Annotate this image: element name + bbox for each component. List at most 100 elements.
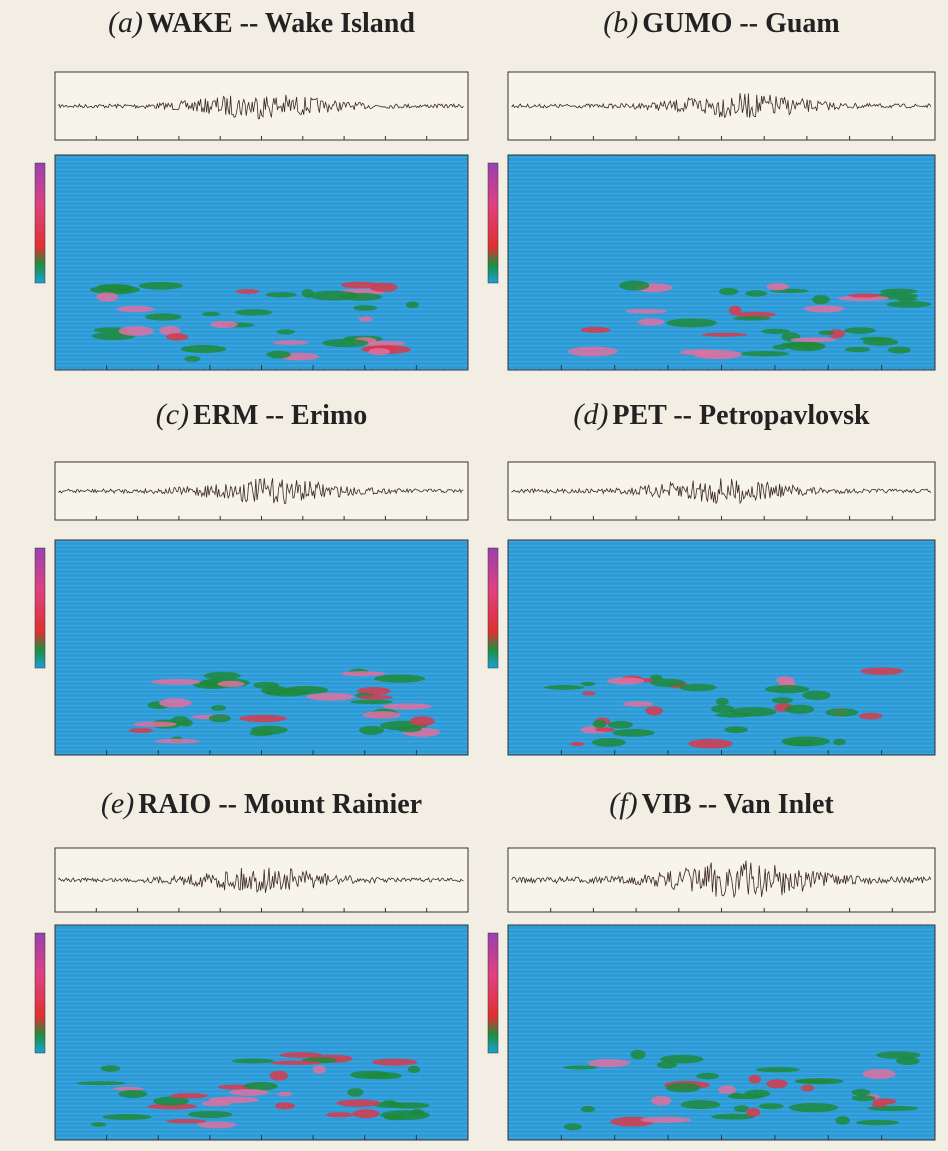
energy-blob xyxy=(347,1088,364,1097)
energy-blob xyxy=(795,1079,832,1084)
waveform xyxy=(58,478,464,504)
energy-blob xyxy=(711,1113,755,1120)
energy-blob xyxy=(776,676,795,684)
spectrogram xyxy=(507,539,936,756)
panel-title: GUMO -- Guam xyxy=(642,8,840,39)
energy-blob xyxy=(591,738,626,747)
energy-blob xyxy=(201,1100,231,1107)
energy-blob xyxy=(744,1089,771,1098)
panel-title: ERM -- Erimo xyxy=(193,400,367,431)
panel: (d) PET -- Petropavlovsk xyxy=(487,398,936,756)
energy-blob xyxy=(563,1065,598,1070)
energy-blob xyxy=(580,326,611,333)
energy-blob xyxy=(688,738,734,749)
energy-blob xyxy=(886,301,932,308)
energy-blob xyxy=(544,685,585,690)
energy-blob xyxy=(155,738,200,744)
energy-blob xyxy=(336,1099,381,1107)
panel-title: PET -- Petropavlovsk xyxy=(612,400,870,431)
panel: (a) WAKE -- Wake Island xyxy=(34,6,469,371)
energy-blob xyxy=(783,740,816,747)
energy-blob xyxy=(844,346,871,353)
energy-blob xyxy=(582,691,596,696)
energy-blob xyxy=(766,282,789,291)
energy-blob xyxy=(96,292,119,302)
energy-blob xyxy=(567,346,618,357)
energy-blob xyxy=(680,1100,721,1110)
energy-blob xyxy=(145,313,182,321)
energy-blob xyxy=(229,1089,269,1096)
energy-blob xyxy=(202,311,221,317)
energy-blob xyxy=(580,681,596,687)
energy-blob xyxy=(197,1121,237,1129)
energy-blob xyxy=(397,725,422,733)
energy-blob xyxy=(755,1067,800,1073)
energy-blob xyxy=(102,1114,152,1120)
energy-blob xyxy=(630,1049,646,1060)
energy-blob xyxy=(696,1072,720,1080)
color-bar xyxy=(34,932,46,1054)
energy-blob xyxy=(855,1119,900,1126)
panel: (e) RAIO -- Mount Rainier xyxy=(34,787,469,1141)
energy-blob xyxy=(128,728,154,734)
color-bar xyxy=(34,547,46,669)
panel-heading: (e) RAIO -- Mount Rainier xyxy=(101,787,422,820)
energy-blob xyxy=(606,677,645,685)
energy-blob xyxy=(592,719,607,729)
energy-blob xyxy=(410,1109,425,1116)
panel-title: WAKE -- Wake Island xyxy=(147,8,415,39)
waveform xyxy=(511,860,932,899)
energy-blob xyxy=(718,287,739,296)
energy-blob xyxy=(758,1103,784,1110)
energy-blob xyxy=(184,356,201,362)
energy-blob xyxy=(244,1081,278,1091)
energy-blob xyxy=(569,741,585,747)
color-bar xyxy=(487,547,499,669)
energy-blob xyxy=(210,705,227,711)
energy-blob xyxy=(374,674,426,683)
panel-label: (b) xyxy=(603,6,638,39)
energy-blob xyxy=(580,1105,596,1113)
energy-blob xyxy=(203,671,241,680)
energy-blob xyxy=(353,305,378,311)
energy-blob xyxy=(875,1051,921,1059)
energy-blob xyxy=(358,695,393,700)
energy-blob xyxy=(405,301,419,309)
energy-blob xyxy=(812,295,830,305)
energy-blob xyxy=(383,1114,404,1121)
panel-title: RAIO -- Mount Rainier xyxy=(138,789,422,820)
energy-blob xyxy=(862,338,899,346)
energy-blob xyxy=(153,1096,190,1106)
energy-blob xyxy=(265,292,297,298)
panel-title: VIB -- Van Inlet xyxy=(642,789,835,820)
energy-blob xyxy=(818,330,834,336)
energy-blob xyxy=(724,726,748,734)
energy-blob xyxy=(833,738,846,746)
energy-blob xyxy=(76,1081,126,1086)
energy-blob xyxy=(210,321,238,328)
panel-label: (e) xyxy=(101,787,134,820)
energy-blob xyxy=(765,685,810,694)
energy-blob xyxy=(133,721,177,727)
seismogram-frame xyxy=(54,847,469,913)
energy-blob xyxy=(407,1065,420,1073)
energy-blob xyxy=(607,720,634,729)
energy-blob xyxy=(368,348,391,356)
energy-blob xyxy=(745,290,767,297)
panel-heading: (f) VIB -- Van Inlet xyxy=(609,787,834,820)
energy-blob xyxy=(269,1070,288,1081)
energy-blob xyxy=(350,699,393,705)
energy-blob xyxy=(728,305,742,316)
energy-blob xyxy=(788,1103,839,1113)
energy-blob xyxy=(872,1098,897,1105)
energy-blob xyxy=(179,719,193,727)
energy-blob xyxy=(118,1090,148,1098)
energy-blob xyxy=(118,326,154,336)
energy-blob xyxy=(622,701,654,707)
energy-blob xyxy=(217,680,245,688)
energy-blob xyxy=(100,1065,121,1072)
energy-blob xyxy=(650,674,663,681)
energy-blob xyxy=(187,1111,233,1118)
energy-blob xyxy=(711,705,735,713)
